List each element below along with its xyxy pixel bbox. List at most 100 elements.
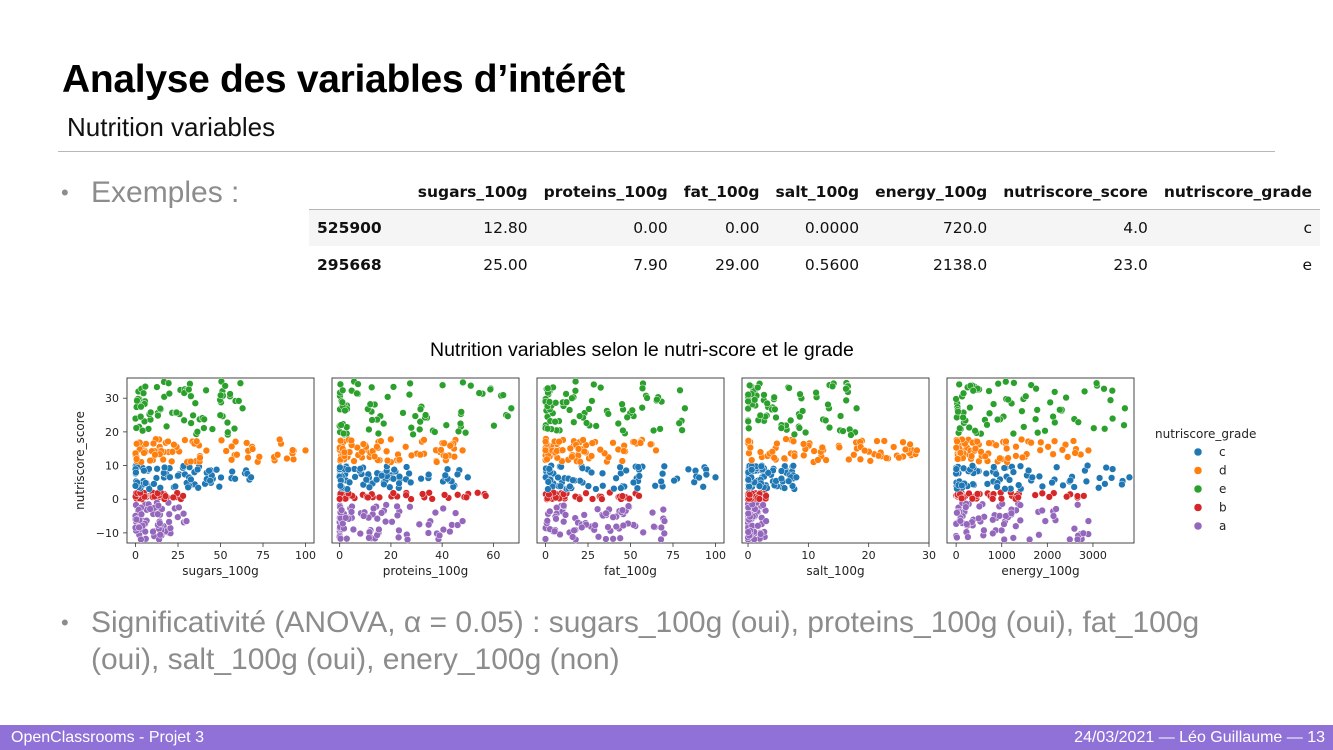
scatter-point-e [966, 403, 974, 412]
scatter-point-c [610, 485, 618, 493]
scatter-point-a [347, 508, 356, 516]
scatter-point-d [276, 435, 284, 444]
scatter-point-a [995, 512, 1004, 520]
scatter-point-a [149, 528, 157, 536]
y-tick-label: 0 [112, 493, 119, 506]
scatter-point-c [633, 484, 642, 492]
scatter-point-a [953, 509, 961, 517]
scatter-point-e [187, 392, 195, 400]
x-tick-label: 3000 [1079, 549, 1107, 562]
scatter-point-b [336, 495, 344, 503]
table-cell: 4.0 [1123, 218, 1148, 237]
scatter-point-d [985, 439, 993, 447]
scatter-point-b [161, 492, 170, 500]
scatter-point-c [425, 470, 433, 479]
scatter-point-c [140, 467, 148, 475]
scatter-point-e [852, 404, 861, 412]
scatter-point-a [1012, 522, 1020, 530]
scatter-point-e [582, 419, 591, 427]
scatter-point-a [1052, 505, 1060, 513]
scatter-point-e [416, 425, 424, 434]
scatter-point-c [755, 482, 764, 490]
scatter-point-e [338, 398, 346, 406]
scatter-point-b [1038, 489, 1046, 497]
scatter-point-d [336, 437, 345, 445]
scatter-point-c [372, 475, 381, 484]
table-header-cell [309, 175, 410, 210]
bullet-dot-icon: • [61, 180, 69, 205]
scatter-point-c [670, 476, 678, 485]
scatter-point-b [965, 489, 973, 498]
scatter-point-d [227, 456, 236, 464]
scatter-point-e [543, 424, 552, 433]
scatter-point-d [780, 454, 788, 462]
scatter-point-d [770, 454, 778, 462]
scatter-point-c [362, 476, 370, 484]
scatter-point-c [464, 473, 472, 481]
scatter-point-e [959, 413, 967, 422]
scatter-point-c [1083, 461, 1092, 470]
scatter-point-e [1090, 424, 1098, 432]
scatter-point-a [570, 526, 578, 535]
scatter-point-d [782, 435, 790, 443]
scatter-point-a [146, 505, 154, 513]
scatter-point-d [861, 446, 869, 455]
scatter-point-e [1106, 396, 1115, 404]
scatter-point-c [1101, 480, 1109, 488]
scatter-point-a [556, 530, 564, 539]
scatter-point-a [132, 515, 141, 524]
scatter-point-a [395, 526, 403, 535]
scatter-point-e [461, 429, 470, 437]
scatter-point-c [622, 466, 630, 475]
scatter-point-e [772, 413, 780, 422]
scatter-point-d [768, 448, 776, 456]
scatter-point-c [356, 465, 364, 473]
scatter-point-d [744, 437, 753, 445]
scatter-point-e [562, 398, 571, 406]
scatter-point-c [1125, 473, 1134, 481]
scatter-point-e [989, 400, 998, 408]
scatter-point-c [657, 477, 665, 486]
scatter-point-e [1080, 387, 1089, 396]
scatter-point-a [980, 526, 988, 534]
scatter-point-e [822, 416, 830, 425]
scatter-point-c [545, 465, 553, 473]
scatter-point-a [561, 511, 570, 519]
scatter-point-a [165, 510, 173, 518]
scatter-point-c [1066, 476, 1074, 485]
scatter-point-d [387, 435, 395, 443]
scatter-point-e [172, 408, 181, 417]
scatter-point-c [145, 485, 153, 493]
scatter-point-a [360, 512, 368, 520]
scatter-point-d [1002, 437, 1010, 446]
scatter-point-c [187, 475, 195, 484]
scatter-point-c [389, 475, 398, 483]
scatter-point-d [566, 444, 574, 453]
scatter-point-c [544, 485, 552, 493]
scatter-point-d [407, 451, 416, 460]
scatter-point-c [612, 474, 620, 482]
legend-marker-c [1193, 447, 1203, 457]
scatter-point-a [343, 535, 351, 543]
scatter-point-e [185, 385, 193, 394]
scatter-point-d [906, 440, 914, 449]
scatter-point-e [828, 382, 837, 390]
scatter-point-d [181, 436, 189, 444]
scatter-point-a [336, 535, 345, 543]
scatter-point-c [544, 478, 552, 486]
slide-subtitle: Nutrition variables [67, 112, 276, 142]
scatter-point-e [824, 400, 832, 409]
scatter-point-c [592, 485, 600, 493]
scatter-point-d [845, 455, 853, 464]
title-divider [58, 151, 1275, 152]
scatter-point-d [789, 437, 798, 445]
scatter-point-c [792, 473, 800, 481]
scatter-point-a [580, 511, 588, 519]
scatter-point-b [576, 495, 584, 503]
scatter-point-d [133, 440, 141, 448]
scatter-point-b [598, 495, 606, 503]
scatter-point-e [545, 398, 554, 406]
scatter-point-a [962, 503, 970, 511]
scatter-point-a [403, 535, 412, 544]
scatter-point-e [156, 404, 164, 413]
